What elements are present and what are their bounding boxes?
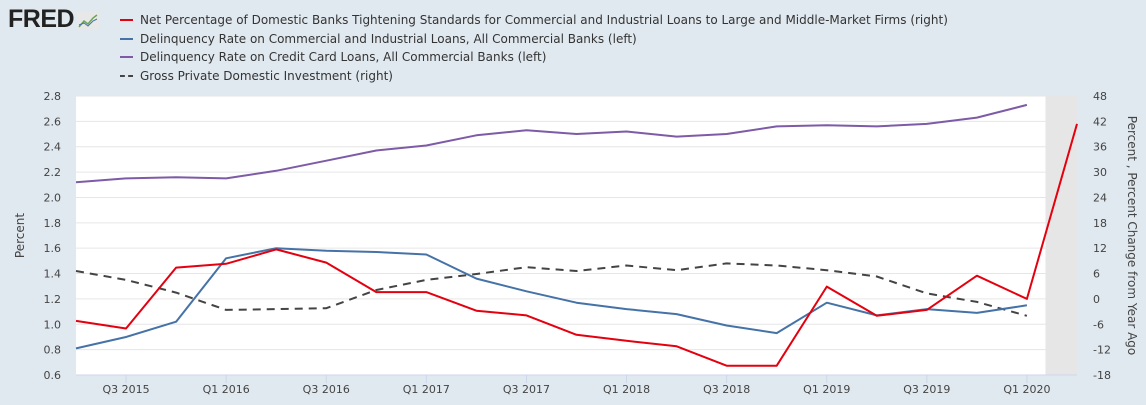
x-axis: Q3 2015 Q1 2016 Q3 2016 Q1 2017 Q3 2017 Q1 20… (102, 375, 1051, 396)
legend-label: Net Percentage of Domestic Banks Tighten… (140, 13, 948, 27)
series-line-3[interactable] (75, 103, 1028, 184)
x-tick-label: Q1 2018 (603, 383, 650, 396)
right-tick-label: 30 (1093, 166, 1107, 179)
right-tick-label: 6 (1093, 268, 1100, 281)
legend-label: Delinquency Rate on Commercial and Indus… (140, 31, 637, 46)
right-tick-label: 0 (1093, 293, 1100, 306)
left-axis: 2.8 2.6 2.4 2.2 2.0 1.8 1.6 1.4 1.2 1.0 0.8 0.6 (44, 90, 62, 382)
right-axis-title: Percent , Percent Change from Year Ago (1125, 116, 1139, 355)
legend-swatch (120, 37, 133, 40)
left-tick-label: 1.6 (44, 242, 62, 255)
legend-label: Gross Private Domestic Investment (right… (140, 68, 393, 83)
gridlines (76, 95, 1077, 376)
left-tick-label: 2.6 (44, 115, 62, 128)
right-tick-label: 18 (1093, 217, 1107, 230)
left-tick-label: 2.8 (44, 90, 62, 103)
left-tick-label: 2.4 (44, 141, 62, 154)
x-tick-label: Q1 2020 (1003, 383, 1050, 396)
left-tick-label: 1.2 (44, 293, 62, 306)
x-tick-label: Q3 2015 (102, 383, 149, 396)
x-tick-label: Q3 2018 (703, 383, 750, 396)
right-tick-label: -12 (1093, 344, 1111, 357)
legend-item[interactable]: Gross Private Domestic Investment (right… (120, 67, 948, 86)
x-tick-label: Q1 2016 (203, 383, 250, 396)
right-tick-label: -6 (1093, 318, 1104, 331)
x-tick-label: Q1 2019 (803, 383, 850, 396)
legend-item[interactable]: Delinquency Rate on Commercial and Indus… (120, 30, 948, 49)
right-tick-label: 12 (1093, 242, 1107, 255)
x-tick-label: Q1 2017 (403, 383, 450, 396)
legend-swatch (120, 56, 133, 59)
left-tick-label: 1.4 (44, 268, 62, 281)
chart-legend: Net Percentage of Domestic Banks Tighten… (120, 11, 948, 85)
x-tick-label: Q3 2017 (503, 383, 550, 396)
left-tick-label: 2.0 (44, 191, 62, 204)
right-tick-label: 42 (1093, 115, 1107, 128)
fred-logo[interactable]: FRED (8, 5, 100, 33)
chart-trend-icon (77, 12, 100, 30)
series-line-2[interactable] (75, 247, 1028, 350)
left-axis-title: Percent (13, 213, 27, 258)
right-tick-label: 48 (1093, 90, 1107, 103)
legend-item[interactable]: Delinquency Rate on Credit Card Loans, A… (120, 48, 948, 67)
left-tick-label: 1.8 (44, 217, 62, 230)
legend-label: Delinquency Rate on Credit Card Loans, A… (140, 50, 547, 64)
series-line-1[interactable] (75, 123, 1078, 367)
left-tick-label: 0.6 (44, 369, 62, 382)
logo-text: FRED (8, 5, 75, 33)
plot-area (76, 96, 1077, 375)
left-tick-label: 1.0 (44, 318, 62, 331)
series-layer (75, 103, 1078, 367)
legend-swatch (120, 74, 133, 77)
left-tick-label: 0.8 (44, 344, 62, 357)
right-axis: 48 42 36 30 24 18 12 6 0 -6 -12 -18 (1093, 90, 1111, 382)
right-tick-label: -18 (1093, 369, 1111, 382)
x-tick-label: Q3 2019 (903, 383, 950, 396)
legend-swatch (120, 19, 133, 22)
series-line-4[interactable] (75, 262, 1028, 317)
left-tick-label: 2.2 (44, 166, 62, 179)
right-tick-label: 24 (1093, 191, 1107, 204)
right-tick-label: 36 (1093, 141, 1107, 154)
legend-item[interactable]: Net Percentage of Domestic Banks Tighten… (120, 11, 948, 30)
x-tick-label: Q3 2016 (303, 383, 350, 396)
